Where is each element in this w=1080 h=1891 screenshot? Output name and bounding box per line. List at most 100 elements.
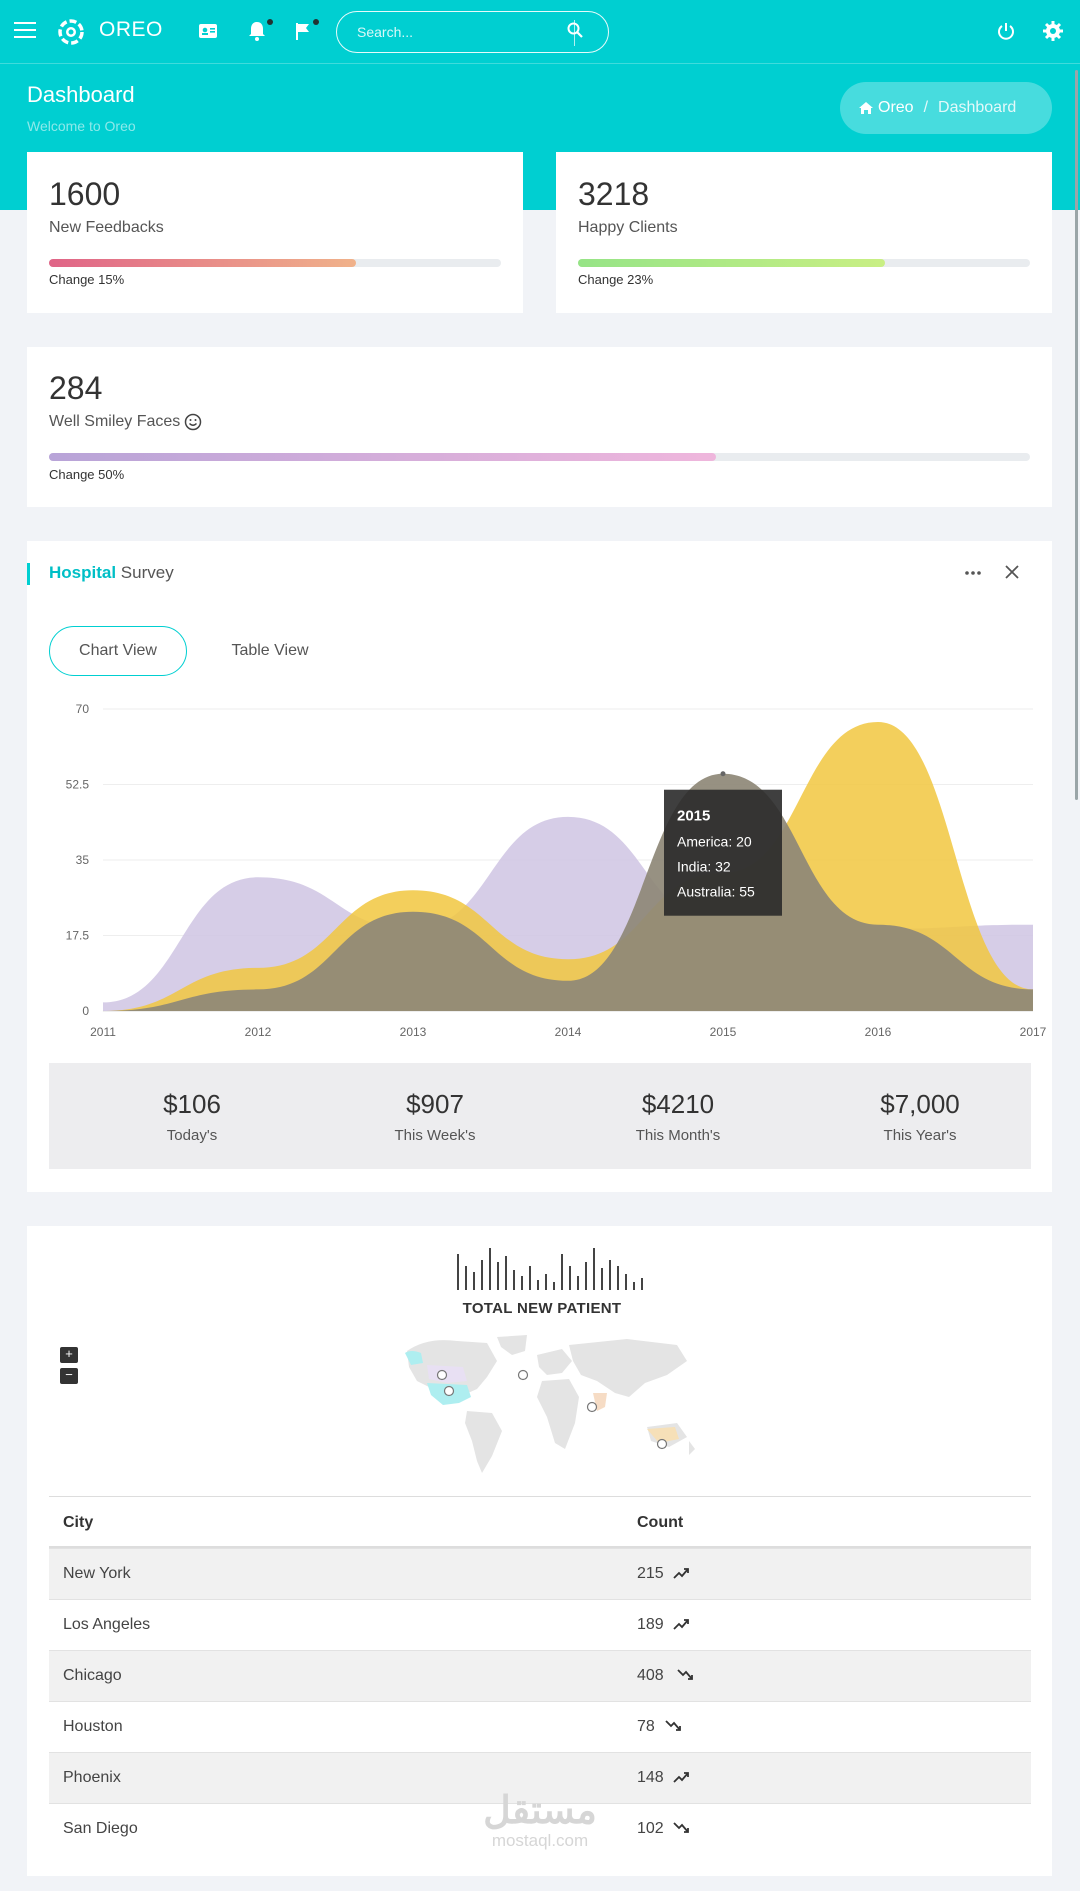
watermark-latin: mostaql.com — [491, 1831, 589, 1850]
y-tick-label: 17.5 — [66, 929, 90, 943]
watermark-arabic: مستقل — [483, 1790, 597, 1832]
tooltip-line: America: 20 — [677, 834, 752, 850]
search-box — [336, 11, 609, 53]
notification-dot — [267, 19, 273, 25]
city-cell: New York — [63, 1565, 131, 1582]
stat-label: Happy Clients — [578, 219, 678, 236]
total-new-patient-card: TOTAL NEW PATIENT + − City Count New — [27, 1226, 1052, 1876]
home-icon[interactable] — [858, 100, 874, 116]
count-cell: 189 — [637, 1616, 664, 1633]
stat-value: 284 — [49, 370, 103, 406]
page-scrollbar[interactable] — [1075, 70, 1078, 800]
stat-label-wrap: Well Smiley Faces — [49, 413, 202, 431]
hover-point — [720, 771, 726, 777]
trend-down-icon — [665, 1719, 683, 1733]
count-cell: 102 — [637, 1820, 664, 1837]
table-header-row: City Count — [49, 1496, 1031, 1548]
card-title-rest: Survey — [120, 563, 174, 582]
map-zoom-out-button[interactable]: − — [60, 1368, 78, 1384]
more-options-icon[interactable] — [962, 565, 984, 581]
settings-gear-icon[interactable] — [1042, 20, 1066, 44]
stat-value: 1600 — [49, 176, 121, 212]
total-label: This Month's — [635, 1127, 721, 1144]
stat-change: Change 23% — [578, 272, 654, 287]
total-value: $106 — [163, 1089, 221, 1119]
search-icon[interactable] — [566, 21, 586, 41]
total-value: $4210 — [641, 1089, 715, 1119]
stat-card-smiley: 284 Well Smiley Faces Change 50% — [27, 347, 1052, 507]
x-tick-label: 2013 — [400, 1025, 427, 1039]
stat-change: Change 50% — [49, 467, 125, 482]
y-tick-label: 35 — [76, 853, 90, 867]
survey-area-chart: 0 17.5 35 52.5 70 2011 2012 2013 2014 2015 2016 201… — [66, 702, 1047, 1039]
notification-bell-icon[interactable] — [247, 19, 273, 44]
count-cell: 408 — [637, 1667, 664, 1684]
oreo-logo-icon[interactable] — [56, 17, 86, 47]
tooltip-title: 2015 — [677, 808, 710, 825]
x-tick-label: 2015 — [710, 1025, 737, 1039]
progress-fill — [578, 259, 886, 267]
total-label: This Week's — [394, 1127, 476, 1144]
patients-title: TOTAL NEW PATIENT — [462, 1300, 622, 1317]
watermark-logo: مستقل mostaql.com — [470, 1790, 610, 1850]
count-cell: 78 — [637, 1718, 655, 1735]
x-tick-label: 2011 — [90, 1025, 116, 1039]
menu-toggle-icon[interactable] — [14, 22, 36, 40]
total-value: $7,000 — [880, 1089, 960, 1119]
city-cell: Chicago — [63, 1667, 122, 1684]
x-tick-label: 2016 — [865, 1025, 892, 1039]
progress-track — [578, 259, 1030, 267]
trend-up-icon — [673, 1617, 691, 1631]
breadcrumb-home-link[interactable]: Oreo — [878, 99, 914, 116]
total-value: $907 — [406, 1089, 464, 1119]
card-title: Hospital Survey — [49, 563, 174, 583]
flag-dot — [313, 19, 319, 25]
flag-icon[interactable] — [293, 19, 319, 44]
hospital-survey-card: Hospital Survey Chart View Table View 0 1… — [27, 541, 1052, 1192]
column-header-city[interactable]: City — [63, 1514, 94, 1531]
column-header-count[interactable]: Count — [637, 1514, 684, 1531]
breadcrumb-separator: / — [923, 99, 929, 116]
city-cell: San Diego — [63, 1820, 138, 1837]
page-subtitle: Welcome to Oreo — [27, 118, 136, 134]
tooltip-line: India: 32 — [677, 859, 731, 875]
table-row: Phoenix 148 — [49, 1752, 1031, 1803]
stat-card-feedbacks: 1600 New Feedbacks Change 15% — [27, 152, 523, 313]
card-header-accent — [27, 563, 30, 585]
series-area-australia — [103, 773, 1033, 1011]
breadcrumb: Oreo / Dashboard — [840, 82, 1052, 134]
progress-track — [49, 259, 501, 267]
map-zoom-in-button[interactable]: + — [60, 1347, 78, 1363]
city-cell: Houston — [63, 1718, 123, 1735]
tab-table-view[interactable]: Table View — [231, 642, 309, 659]
table-row: Los Angeles 189 — [49, 1599, 1031, 1650]
city-cell: Phoenix — [63, 1769, 121, 1786]
contact-card-icon[interactable] — [197, 20, 221, 44]
x-tick-label: 2014 — [555, 1025, 582, 1039]
city-cell: Los Angeles — [63, 1616, 151, 1633]
card-title-bold: Hospital — [49, 563, 117, 582]
sparkline-bars — [457, 1248, 643, 1290]
stat-label: New Feedbacks — [49, 219, 164, 236]
x-tick-label: 2012 — [245, 1025, 272, 1039]
trend-up-icon — [673, 1566, 691, 1580]
brand-name[interactable]: OREO — [99, 18, 163, 41]
trend-down-icon — [673, 1821, 691, 1835]
tab-chart-view[interactable]: Chart View — [49, 626, 187, 676]
totals-strip: $106 Today's $907 This Week's $4210 This… — [49, 1063, 1031, 1169]
trend-up-icon — [673, 1770, 691, 1784]
total-label: This Year's — [883, 1127, 957, 1144]
search-input[interactable] — [357, 21, 557, 43]
stat-card-clients: 3218 Happy Clients Change 23% — [556, 152, 1052, 313]
power-icon[interactable] — [995, 20, 1019, 44]
close-icon[interactable] — [1003, 563, 1021, 581]
city-count-table: City Count New York 215 Los Angeles 189 … — [49, 1496, 1031, 1854]
y-tick-label: 70 — [76, 702, 90, 716]
table-row: Houston 78 — [49, 1701, 1031, 1752]
progress-fill — [49, 259, 357, 267]
trend-down-icon — [677, 1668, 695, 1682]
breadcrumb-current: Dashboard — [938, 99, 1017, 116]
table-row: New York 215 — [49, 1548, 1031, 1599]
y-tick-label: 52.5 — [66, 778, 90, 792]
top-navbar: OREO — [0, 0, 1080, 64]
